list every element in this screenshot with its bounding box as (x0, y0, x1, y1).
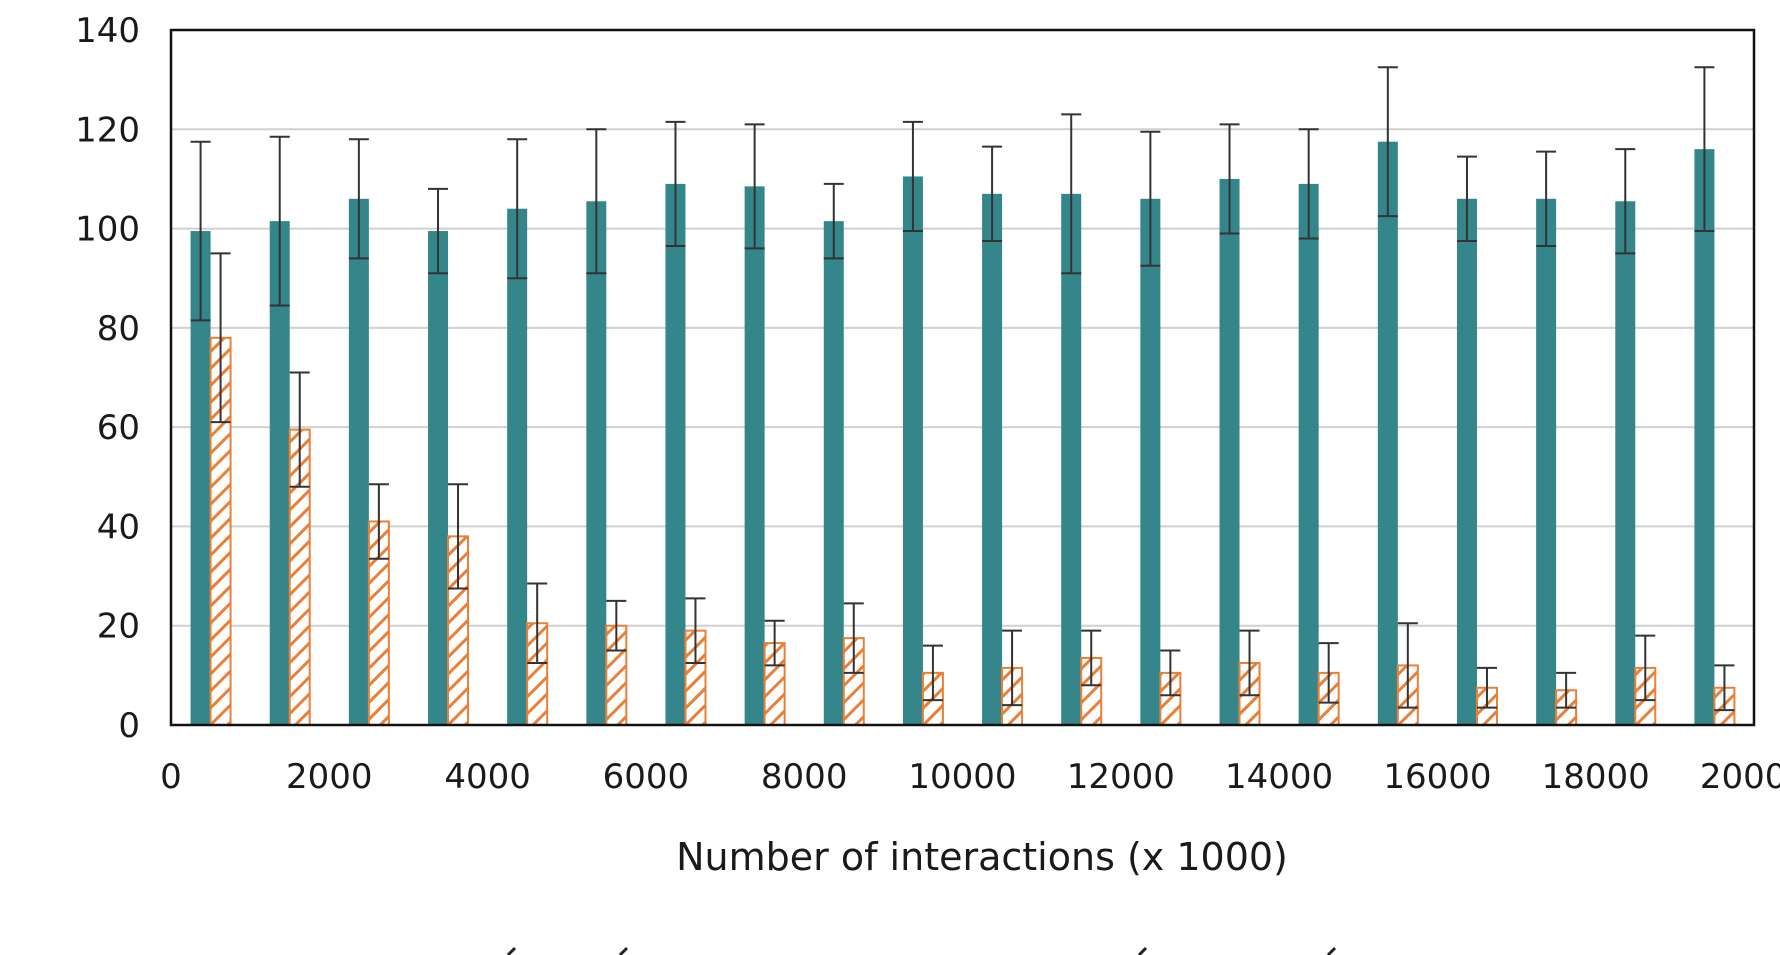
x-tick-label: 2000 (286, 757, 373, 797)
bar-series-1 (348, 198, 369, 726)
error-bar-series-1 (507, 138, 528, 280)
error-bar-series-1 (665, 120, 686, 247)
x-tick-label: 4000 (444, 757, 531, 797)
error-bar-series-1 (1140, 130, 1161, 267)
error-bar-series-1 (823, 182, 844, 260)
bar-series-1 (1377, 141, 1398, 726)
legend-fragment (506, 946, 1337, 955)
y-tick-label: 60 (97, 408, 140, 448)
x-tick-label: 8000 (761, 757, 848, 797)
x-tick-label: 18000 (1542, 757, 1650, 797)
plot-area-frame (169, 28, 1756, 727)
error-bar-series-2 (527, 582, 548, 664)
error-bar-series-2 (1476, 666, 1497, 709)
error-bar-series-2 (1397, 622, 1418, 709)
error-bar-series-2 (210, 252, 231, 424)
x-tick-label: 20000 (1700, 757, 1780, 797)
bar-series-1 (190, 231, 211, 725)
error-bar-series-1 (190, 140, 211, 322)
bar-series-1 (1536, 198, 1557, 726)
error-bar-series-1 (1694, 66, 1715, 233)
error-bar-series-2 (1081, 629, 1102, 687)
y-tick-label: 100 (75, 210, 140, 250)
error-bar-series-1 (1615, 148, 1636, 255)
x-tick-label: 12000 (1067, 757, 1175, 797)
bar-series-1 (1694, 149, 1715, 726)
bar-series-1 (428, 231, 449, 725)
bar-series-1 (1298, 183, 1319, 726)
x-tick-label: 6000 (603, 757, 690, 797)
error-bar-series-1 (269, 135, 290, 307)
error-bar-series-2 (922, 644, 943, 702)
y-tick-label: 40 (97, 507, 140, 547)
y-tick-label: 140 (75, 11, 140, 51)
error-bar-series-2 (289, 371, 310, 488)
error-bar-series-1 (1536, 150, 1557, 247)
bar-series-1 (665, 183, 686, 726)
error-bar-series-1 (744, 123, 765, 250)
error-bar-series-2 (448, 483, 469, 590)
y-tick-label: 20 (97, 607, 140, 647)
x-axis-title: Number of interactions (x 1000) (676, 835, 1288, 879)
bar-series-1 (823, 221, 844, 725)
error-bar-series-1 (1456, 155, 1477, 242)
x-tick-label: 0 (160, 757, 182, 797)
y-tick-label: 80 (97, 309, 140, 349)
y-axis-ticks: 0 20 40 60 80 100 120 140 (75, 11, 140, 746)
x-tick-label: 16000 (1383, 757, 1491, 797)
bar-series-1 (982, 193, 1003, 726)
error-bar-series-1 (982, 145, 1003, 242)
error-bar-series-2 (1160, 649, 1181, 697)
bar-series-1 (1219, 178, 1240, 725)
error-bar-series-2 (1714, 664, 1735, 712)
y-tick-label: 120 (75, 110, 140, 150)
bar-series-1 (586, 201, 607, 726)
error-bar-series-2 (843, 602, 864, 674)
error-bar-series-1 (902, 120, 923, 233)
error-bar-series-2 (1635, 634, 1656, 702)
bar-series-1 (1615, 201, 1636, 726)
bar-series-1 (902, 176, 923, 726)
error-bar-series-1 (428, 187, 449, 275)
x-tick-label: 14000 (1225, 757, 1333, 797)
error-bar-series-2 (1556, 671, 1577, 709)
bar-series-1 (269, 221, 290, 725)
error-bars (190, 66, 1735, 712)
error-bar-series-2 (606, 599, 627, 652)
x-tick-label: 10000 (908, 757, 1016, 797)
error-bar-series-1 (348, 138, 369, 260)
gridlines (171, 128, 1754, 627)
x-axis-ticks: 0 2000 4000 6000 8000 10000 12000 14000 16000 180… (160, 757, 1780, 797)
bar-series-1 (507, 208, 528, 725)
error-bar-series-2 (368, 483, 389, 560)
error-bar-series-1 (1377, 66, 1398, 218)
error-bar-series-2 (1239, 629, 1260, 697)
error-bar-series-1 (586, 128, 607, 275)
bar-series-1 (1456, 198, 1477, 726)
bar-series-1 (1061, 193, 1082, 726)
error-bar-series-1 (1061, 113, 1082, 275)
bars (190, 141, 1736, 727)
bar-series-1 (1140, 198, 1161, 726)
error-bar-series-1 (1298, 128, 1319, 240)
error-bar-series-1 (1219, 123, 1240, 235)
y-tick-label: 0 (118, 706, 140, 746)
error-bar-series-2 (685, 597, 706, 664)
error-bar-series-2 (1002, 629, 1023, 707)
error-bar-series-2 (764, 619, 785, 667)
error-bar-series-2 (1318, 642, 1339, 704)
bar-series-1 (744, 186, 765, 725)
